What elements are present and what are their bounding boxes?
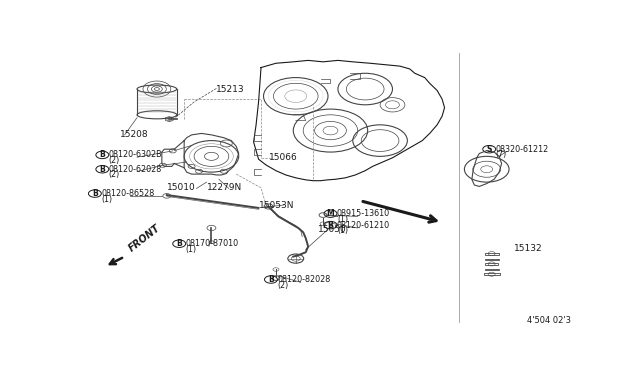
- Text: 08120-86528: 08120-86528: [101, 189, 155, 198]
- Text: 15132: 15132: [514, 244, 543, 253]
- Bar: [484, 253, 499, 254]
- Text: 08320-61212: 08320-61212: [495, 145, 549, 154]
- Text: 15053N: 15053N: [259, 201, 294, 209]
- Text: B: B: [99, 165, 105, 174]
- Text: (1): (1): [186, 245, 196, 254]
- Text: FRONT: FRONT: [127, 222, 163, 253]
- Text: (2): (2): [109, 156, 120, 165]
- Text: B: B: [92, 189, 98, 198]
- Text: 15050: 15050: [318, 225, 347, 234]
- Text: B: B: [99, 150, 105, 160]
- Text: M: M: [326, 209, 334, 218]
- Text: 08120-82028: 08120-82028: [277, 275, 331, 284]
- Text: S: S: [486, 145, 492, 154]
- Text: (2): (2): [109, 170, 120, 179]
- Text: (1): (1): [337, 215, 348, 224]
- Text: 15010: 15010: [167, 183, 196, 192]
- Text: 15066: 15066: [269, 153, 297, 162]
- Text: 08170-87010: 08170-87010: [186, 239, 239, 248]
- Text: 08915-13610: 08915-13610: [337, 209, 390, 218]
- Text: (2): (2): [277, 281, 289, 290]
- Text: (7): (7): [495, 150, 507, 160]
- Text: 15208: 15208: [120, 130, 148, 140]
- Text: (1): (1): [337, 226, 348, 235]
- Text: 08120-61210: 08120-61210: [337, 221, 390, 230]
- Bar: [484, 259, 499, 260]
- Text: 08120-62028: 08120-62028: [109, 165, 162, 174]
- Bar: [484, 273, 500, 275]
- Text: 4'504 02'3: 4'504 02'3: [527, 316, 571, 326]
- Text: 08120-6302B: 08120-6302B: [109, 150, 163, 160]
- Text: B: B: [328, 221, 333, 230]
- Text: 12279N: 12279N: [207, 183, 242, 192]
- Text: (1): (1): [101, 195, 113, 204]
- Bar: [484, 269, 499, 270]
- Text: 15213: 15213: [216, 84, 245, 93]
- Bar: [485, 263, 498, 265]
- Text: B: B: [268, 275, 274, 284]
- Text: B: B: [177, 239, 182, 248]
